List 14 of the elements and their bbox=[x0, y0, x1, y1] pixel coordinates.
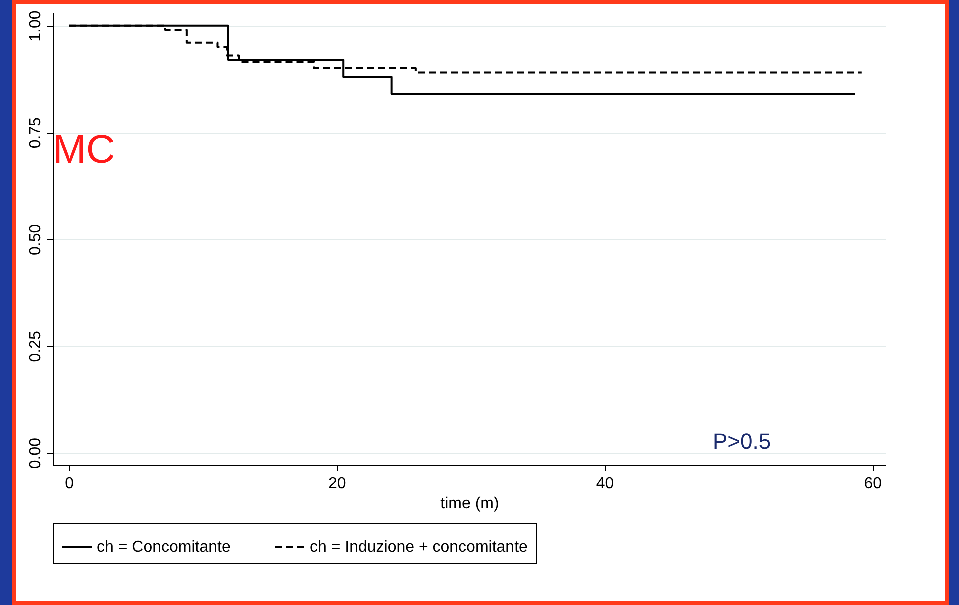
legend-label: ch = Concomitante bbox=[97, 539, 231, 556]
y-tick-label: 0.00 bbox=[28, 438, 44, 470]
y-tick-label: 0.25 bbox=[28, 331, 44, 362]
x-tick-label: 0 bbox=[65, 476, 74, 492]
x-tick-label: 20 bbox=[328, 476, 346, 492]
legend-label: ch = Induzione + concomitante bbox=[310, 539, 528, 556]
x-axis-title: time (m) bbox=[440, 496, 500, 512]
x-tick-label: 40 bbox=[596, 476, 614, 492]
x-tick-label: 60 bbox=[864, 476, 882, 492]
y-tick-label: 0.75 bbox=[28, 117, 44, 149]
annotation: MC bbox=[53, 128, 116, 172]
y-tick-label: 0.50 bbox=[28, 224, 44, 256]
annotation: P>0.5 bbox=[713, 429, 772, 454]
y-tick-label: 1.00 bbox=[28, 10, 44, 42]
